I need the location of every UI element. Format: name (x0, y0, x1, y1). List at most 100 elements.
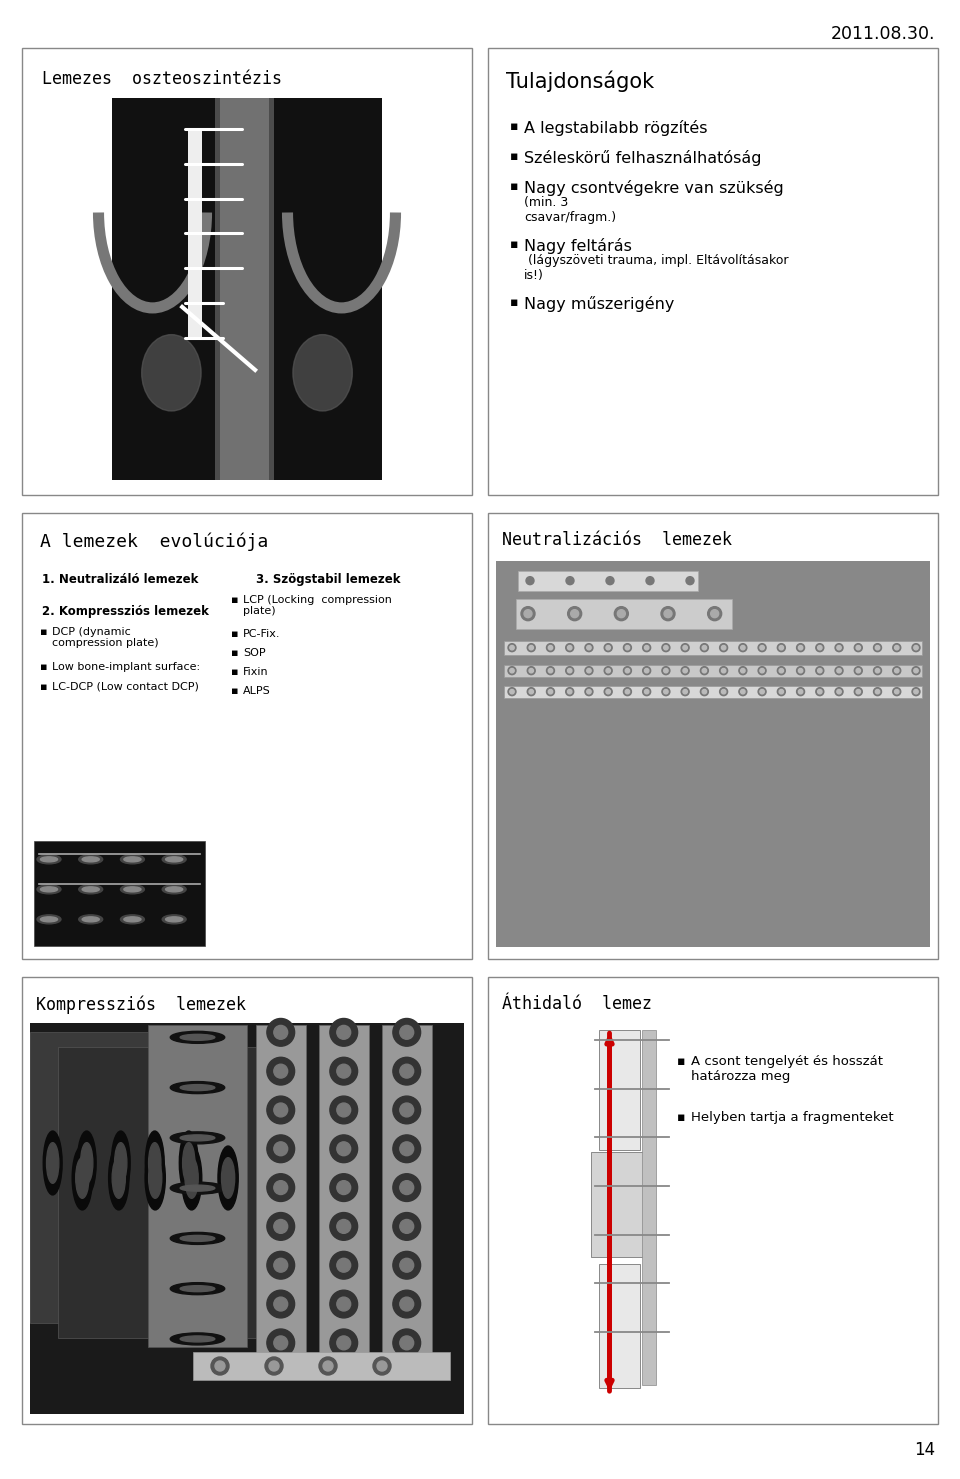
Circle shape (330, 1057, 358, 1086)
Ellipse shape (170, 1232, 225, 1244)
Circle shape (508, 643, 516, 652)
Circle shape (661, 606, 675, 621)
Circle shape (548, 689, 553, 694)
Ellipse shape (72, 1146, 92, 1210)
Circle shape (606, 645, 611, 649)
Circle shape (585, 688, 593, 695)
Circle shape (701, 667, 708, 674)
Circle shape (399, 1297, 414, 1310)
Circle shape (508, 688, 516, 695)
Circle shape (337, 1103, 350, 1117)
Circle shape (780, 689, 783, 694)
Circle shape (323, 1361, 333, 1371)
Ellipse shape (180, 1134, 215, 1140)
Ellipse shape (81, 1143, 93, 1183)
Circle shape (393, 1174, 420, 1201)
Circle shape (565, 643, 574, 652)
Circle shape (912, 643, 920, 652)
Circle shape (585, 667, 593, 674)
Circle shape (816, 688, 824, 695)
Circle shape (399, 1065, 414, 1078)
Text: (lágyszöveti trauma, impl. Eltávolításakor
is!): (lágyszöveti trauma, impl. Eltávolításak… (524, 254, 788, 282)
Ellipse shape (77, 1131, 96, 1195)
Circle shape (856, 645, 860, 649)
Circle shape (758, 688, 766, 695)
Circle shape (330, 1174, 358, 1201)
Ellipse shape (170, 1081, 225, 1093)
Text: Fixin: Fixin (243, 667, 269, 677)
Circle shape (739, 667, 747, 674)
Ellipse shape (149, 1143, 161, 1183)
Circle shape (778, 667, 785, 674)
Circle shape (399, 1025, 414, 1040)
Circle shape (567, 689, 572, 694)
Circle shape (721, 669, 726, 673)
Text: ▪: ▪ (677, 1111, 685, 1124)
Circle shape (330, 1019, 358, 1046)
Circle shape (267, 1019, 295, 1046)
Circle shape (778, 688, 785, 695)
Circle shape (893, 688, 900, 695)
Circle shape (893, 667, 900, 674)
Text: DCP (dynamic
compression plate): DCP (dynamic compression plate) (52, 627, 158, 648)
Text: LCP (Locking  compression
plate): LCP (Locking compression plate) (243, 595, 392, 617)
Circle shape (267, 1251, 295, 1279)
Ellipse shape (185, 1158, 198, 1198)
Circle shape (895, 689, 899, 694)
Text: ▪: ▪ (231, 686, 238, 695)
Circle shape (510, 645, 515, 649)
Circle shape (393, 1251, 420, 1279)
Circle shape (720, 643, 728, 652)
Circle shape (267, 1213, 295, 1241)
Ellipse shape (76, 1158, 89, 1198)
Bar (591, 1152, 648, 1257)
Ellipse shape (180, 1235, 215, 1241)
Circle shape (702, 645, 707, 649)
Text: Széleskörű felhasználhatóság: Széleskörű felhasználhatóság (524, 149, 761, 166)
Circle shape (799, 645, 803, 649)
Circle shape (510, 689, 515, 694)
Circle shape (874, 667, 881, 674)
Circle shape (267, 1096, 295, 1124)
Circle shape (661, 643, 670, 652)
Circle shape (818, 669, 822, 673)
Circle shape (567, 606, 582, 621)
Circle shape (617, 609, 625, 618)
Circle shape (585, 643, 593, 652)
Ellipse shape (83, 917, 99, 921)
Ellipse shape (142, 334, 201, 411)
Circle shape (741, 669, 745, 673)
Ellipse shape (108, 1146, 129, 1210)
Circle shape (274, 1336, 288, 1350)
Ellipse shape (111, 1131, 131, 1195)
Circle shape (330, 1330, 358, 1356)
Circle shape (330, 1251, 358, 1279)
Text: Neutralizációs  lemezek: Neutralizációs lemezek (502, 531, 732, 549)
Circle shape (508, 667, 516, 674)
Circle shape (835, 667, 843, 674)
Circle shape (529, 645, 534, 649)
Circle shape (758, 643, 766, 652)
Circle shape (399, 1336, 414, 1350)
Bar (319, 1025, 369, 1356)
Circle shape (837, 645, 841, 649)
Circle shape (527, 667, 536, 674)
Circle shape (876, 669, 879, 673)
Circle shape (267, 1290, 295, 1318)
Text: ▪: ▪ (231, 648, 238, 658)
Bar (488, 978, 938, 1424)
Circle shape (797, 688, 804, 695)
Ellipse shape (170, 1282, 225, 1294)
Circle shape (664, 609, 672, 618)
Circle shape (546, 667, 555, 674)
Circle shape (527, 688, 536, 695)
Circle shape (835, 688, 843, 695)
Circle shape (393, 1134, 420, 1162)
Circle shape (606, 689, 611, 694)
Bar (215, 98, 274, 479)
Circle shape (720, 667, 728, 674)
Circle shape (914, 645, 918, 649)
Circle shape (854, 643, 862, 652)
Circle shape (721, 645, 726, 649)
Text: Nagy műszerigény: Nagy műszerigény (524, 296, 674, 312)
